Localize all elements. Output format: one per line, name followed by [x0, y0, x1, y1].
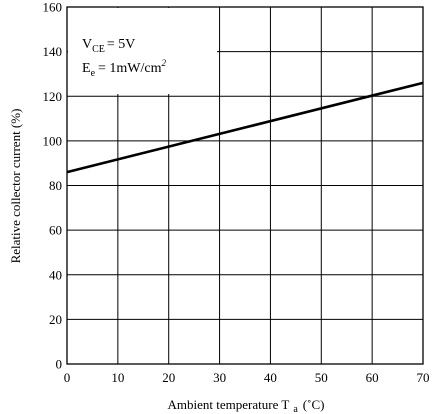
annotation-ee: Ee = 1mW/cm2: [82, 58, 167, 79]
y-tick-label: 160: [43, 0, 63, 15]
x-tick-label: 10: [111, 370, 124, 385]
grid-lines: [67, 7, 423, 364]
plot-frame: [66, 6, 424, 365]
y-axis-label: Relative collector current (%): [8, 109, 23, 264]
y-tick-label: 100: [43, 133, 63, 148]
y-tick-labels: 0 20 40 60 80 100 120 140 160: [43, 0, 63, 372]
y-tick-label: 120: [43, 89, 63, 104]
series-line: [66, 81, 424, 174]
annotation-vce: VCE = 5V: [82, 37, 135, 55]
y-tick-label: 140: [43, 44, 63, 59]
y-tick-label: 20: [49, 312, 62, 327]
series-group: [66, 81, 424, 174]
annotation-background: [68, 8, 217, 94]
x-tick-label: 0: [64, 370, 71, 385]
x-tick-labels: 0 10 20 30 40 50 60 70: [64, 370, 430, 385]
y-tick-label: 60: [49, 223, 62, 238]
x-tick-label: 20: [162, 370, 175, 385]
x-tick-label: 40: [264, 370, 277, 385]
x-tick-label: 30: [213, 370, 226, 385]
x-tick-label: 70: [417, 370, 430, 385]
y-tick-label: 40: [49, 267, 62, 282]
y-tick-label: 0: [56, 357, 63, 372]
x-tick-label: 50: [315, 370, 328, 385]
x-tick-label: 60: [366, 370, 379, 385]
y-tick-label: 80: [49, 178, 62, 193]
